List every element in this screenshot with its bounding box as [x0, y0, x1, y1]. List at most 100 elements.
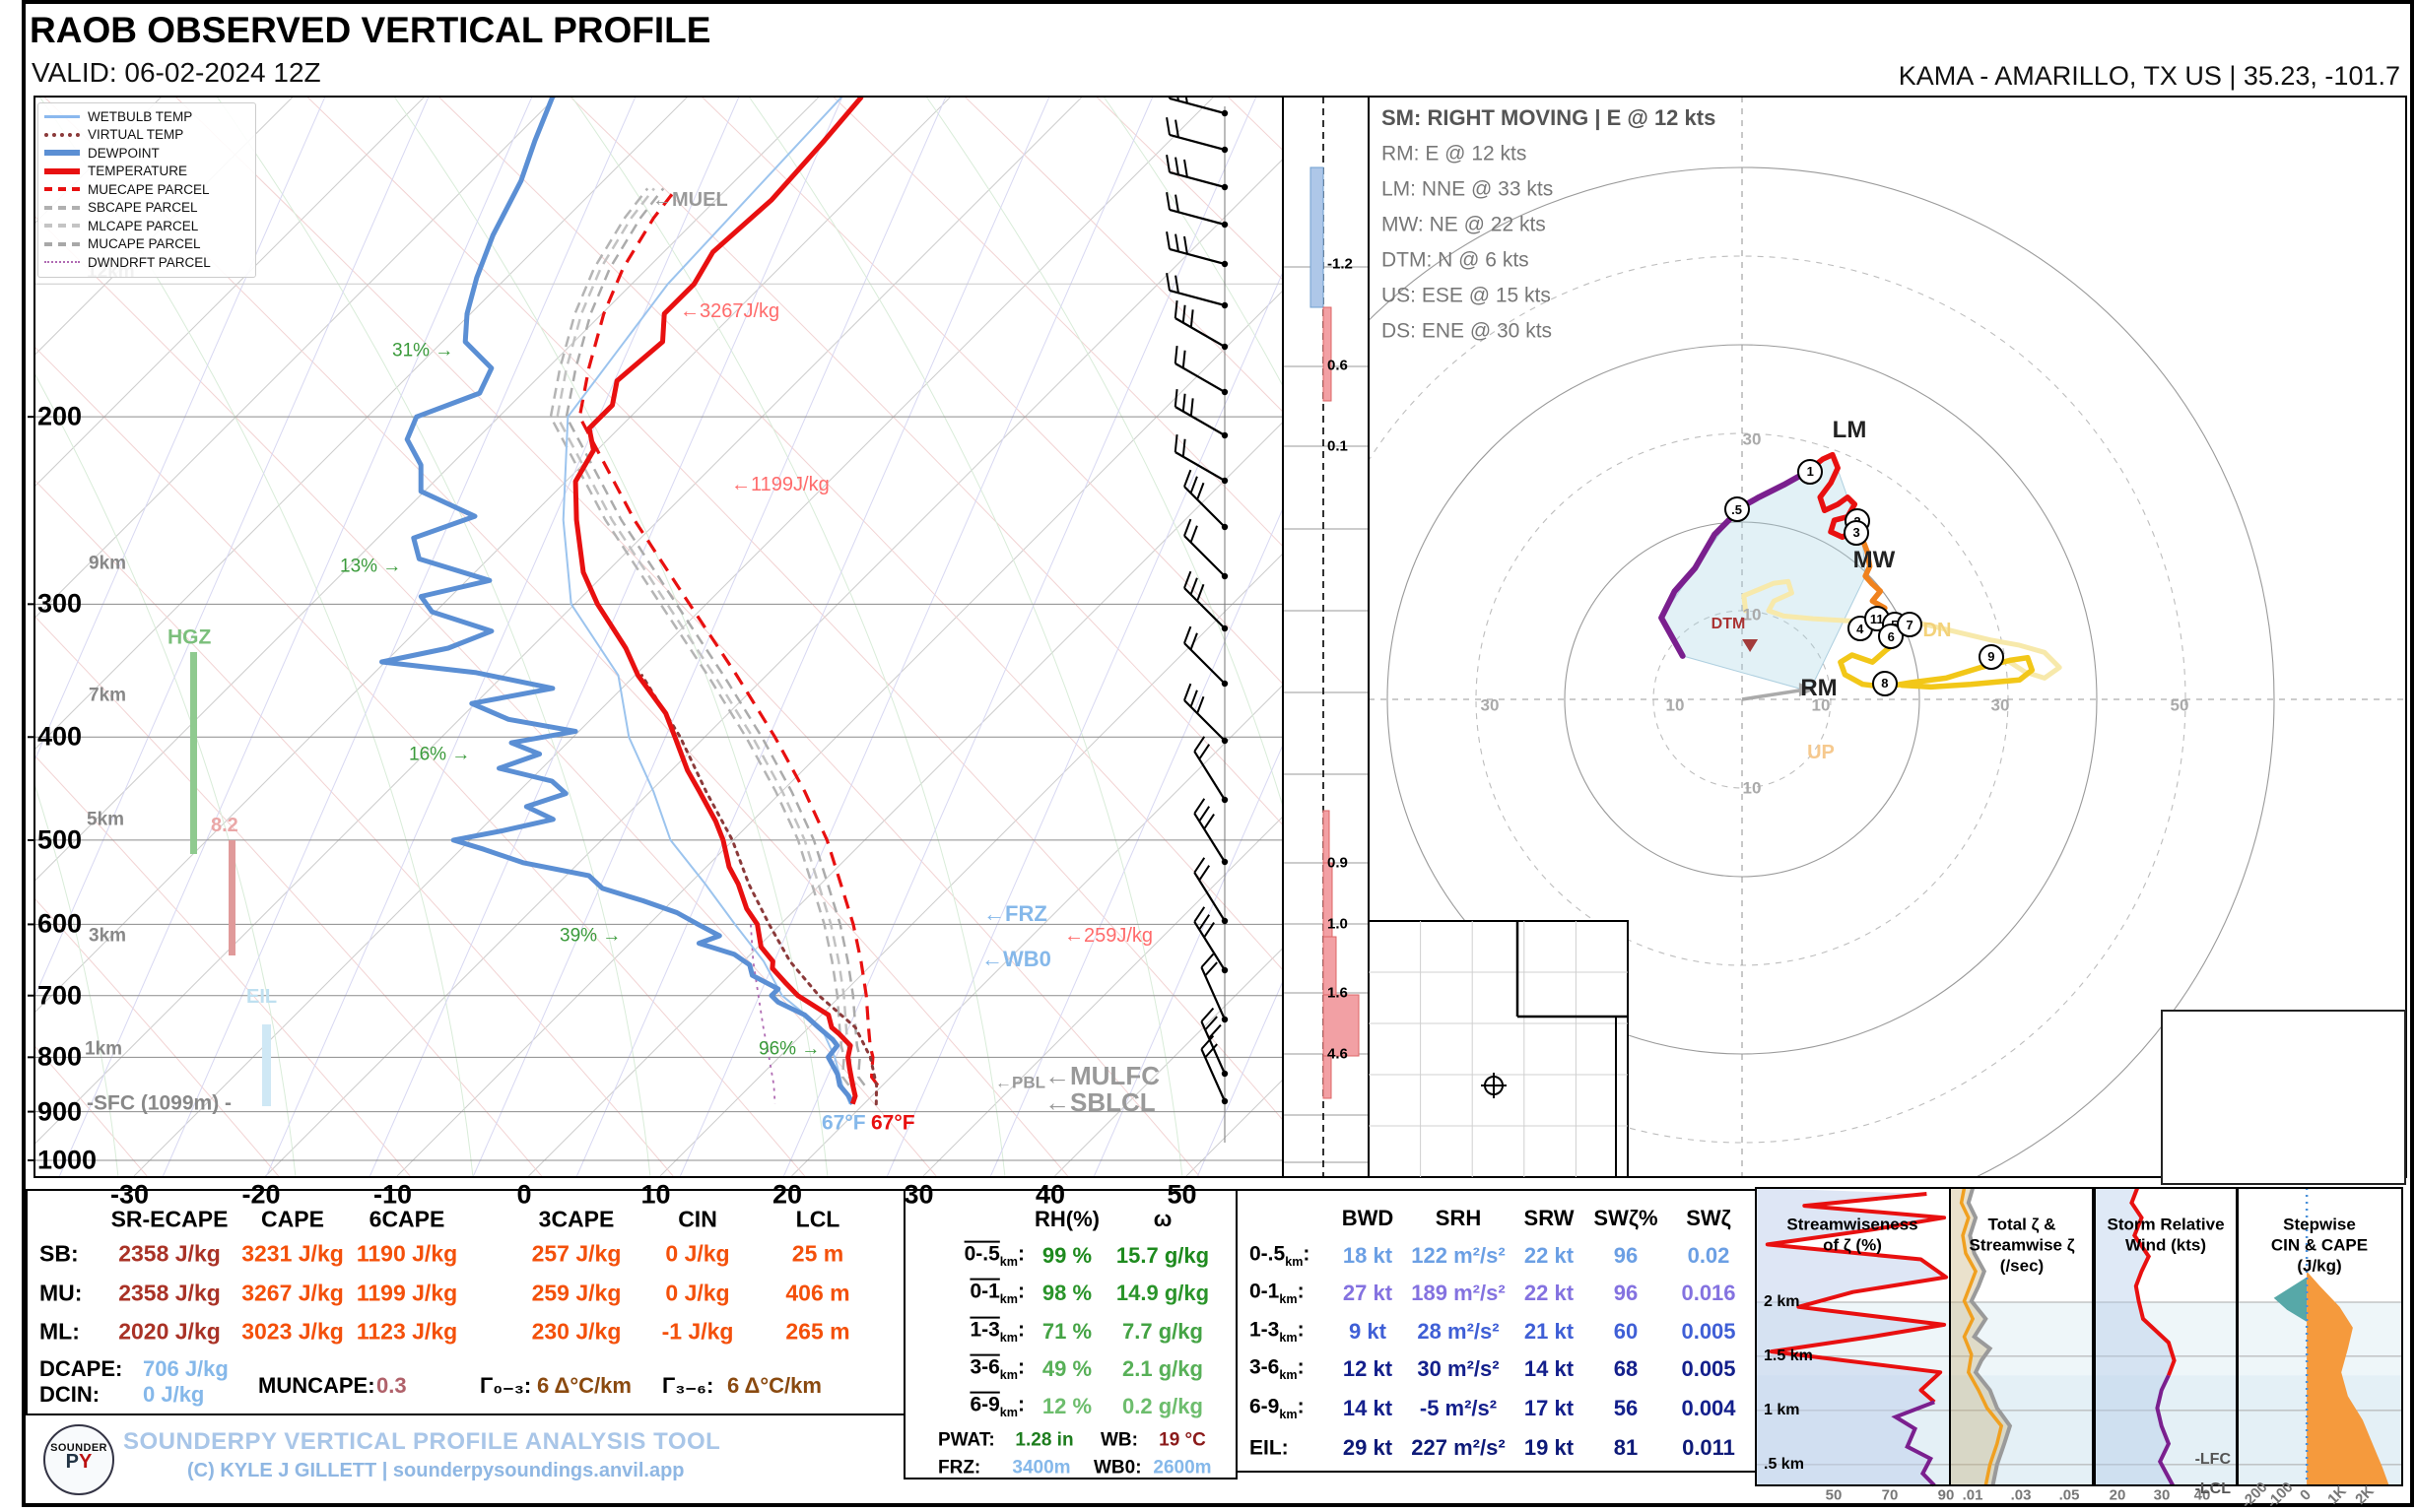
- skewt-annotation: 67°F: [871, 1111, 915, 1135]
- kin-value: 14 kt: [1342, 1396, 1393, 1420]
- hodograph-info-line: RM: E @ 12 kts: [1381, 142, 1527, 165]
- skewt-annotation: 5km: [87, 809, 125, 830]
- hodograph-height-marker: 7: [1897, 612, 1923, 638]
- kin-value: 17 kt: [1523, 1396, 1575, 1420]
- mini-panel-tick: 70: [1881, 1486, 1899, 1504]
- thermo-value: 3267 J/kg: [241, 1280, 344, 1306]
- legend-label: MUCAPE PARCEL: [88, 236, 201, 252]
- wb0-value: 2600m: [1153, 1457, 1212, 1479]
- kin-value: 30 m²/s²: [1417, 1356, 1500, 1381]
- hodograph-ring-label: 10: [1742, 778, 1762, 798]
- pressure-tick-label: 900: [37, 1096, 83, 1127]
- legend-label: TEMPERATURE: [88, 164, 188, 179]
- skewt-annotation: 7km: [89, 685, 127, 706]
- kin-value: 0.016: [1681, 1281, 1736, 1305]
- gamma36-label: Γ₃₋₆:: [662, 1373, 714, 1398]
- legend-label: VIRTUAL TEMP: [88, 127, 184, 143]
- mini-panel-height-label: .5 km: [1764, 1456, 1804, 1473]
- hodograph-ring-label: 10: [1811, 695, 1831, 715]
- pressure-tick-label: 200: [37, 401, 83, 431]
- kin-value: 0.011: [1682, 1435, 1735, 1460]
- kin-value: 27 kt: [1342, 1281, 1393, 1305]
- mixing-ratio-value: 15.7 g/kg: [1115, 1243, 1210, 1268]
- rh-row-label: 3-6km:: [970, 1355, 1025, 1382]
- pressure-tick-label: 600: [37, 908, 83, 939]
- lfc-label: -LFC: [2194, 1451, 2231, 1468]
- wb0-label: WB0:: [1094, 1457, 1142, 1479]
- mini-panel-title: Total ζ &: [1987, 1215, 2056, 1234]
- kin-value: 22 kt: [1523, 1243, 1575, 1268]
- dcin-value: 0 J/kg: [143, 1382, 205, 1407]
- kin-row-label: 6-9km:: [1249, 1395, 1305, 1421]
- kin-row-label: 0-1km:: [1249, 1280, 1305, 1306]
- thermo-value: 2020 J/kg: [118, 1318, 221, 1345]
- hodograph-point-label: DN: [1922, 620, 1952, 641]
- footer-tool-name: SOUNDERPY VERTICAL PROFILE ANALYSIS TOOL: [123, 1428, 721, 1455]
- thermo-value: 0 J/kg: [665, 1280, 730, 1306]
- omega-value-label: -1.2: [1327, 255, 1353, 273]
- legend-swatch-thick: [44, 150, 80, 157]
- mixing-ratio-value: 7.7 g/kg: [1122, 1319, 1203, 1344]
- gamma36-value: 6 Δ°C/km: [727, 1373, 822, 1398]
- sounderpy-logo: SOUNDER PY: [43, 1424, 114, 1495]
- skewt-annotation: ←3267J/kg: [680, 300, 780, 322]
- hodograph-ring-label: 50: [2170, 695, 2189, 715]
- legend-label: DWNDRFT PARCEL: [88, 254, 211, 270]
- mini-panel-title: of ζ (%): [1823, 1235, 1882, 1255]
- kin-value: 60: [1613, 1319, 1639, 1344]
- rh-header: RH(%): [1035, 1207, 1100, 1231]
- thermo-value: 1190 J/kg: [356, 1240, 458, 1267]
- hodograph-ring-label: 10: [1742, 605, 1762, 625]
- srh-bwd-summary-box: [2161, 1010, 2406, 1185]
- rh-row-label: 0-1km:: [970, 1280, 1025, 1306]
- mini-panel-title: Streamwise ζ: [1969, 1235, 2075, 1255]
- hodograph-point-label: LM: [1832, 417, 1867, 443]
- omega-value-label: 0.6: [1327, 357, 1348, 374]
- hodograph-height-marker: 1: [1797, 458, 1824, 485]
- thermo-value: 25 m: [791, 1240, 844, 1267]
- kin-value: 0.02: [1687, 1243, 1730, 1268]
- legend-swatch-dotthin: [44, 261, 80, 264]
- rh-value: 12 %: [1041, 1394, 1093, 1418]
- kin-value: -5 m²/s²: [1419, 1396, 1498, 1420]
- mini-panel-title: (/sec): [1999, 1256, 2045, 1276]
- thermo-value: 0 J/kg: [665, 1240, 730, 1267]
- hodograph-ring-label: 30: [1990, 695, 2010, 715]
- hodograph-height-marker: .5: [1723, 496, 1750, 523]
- legend-swatch-dashed: [44, 205, 80, 210]
- thermo-row-label: MU:: [39, 1280, 83, 1306]
- kin-row-label: 3-6km:: [1249, 1355, 1305, 1382]
- hodograph-info-line: SM: RIGHT MOVING | E @ 12 kts: [1381, 105, 1716, 130]
- kin-value: 29 kt: [1342, 1435, 1393, 1460]
- thermo-col-header: LCL: [795, 1206, 840, 1232]
- skewt-annotation: ←SBLCL: [1044, 1087, 1156, 1117]
- hodograph-info-line: LM: NNE @ 33 kts: [1381, 177, 1554, 201]
- thermo-col-header: 3CAPE: [538, 1206, 615, 1232]
- omega-value-label: 0.1: [1327, 437, 1348, 455]
- kin-value: 22 kt: [1523, 1281, 1575, 1305]
- thermo-value: 3023 J/kg: [241, 1318, 344, 1345]
- logo-text-bottom: PY: [65, 1451, 93, 1473]
- omega-header: ω: [1153, 1207, 1173, 1231]
- hodograph-point-label: DTM: [1711, 616, 1746, 632]
- mixing-ratio-value: 14.9 g/kg: [1115, 1281, 1210, 1305]
- pwat-label: PWAT:: [938, 1429, 995, 1451]
- hodograph-ring-label: 30: [1480, 695, 1500, 715]
- legend-label: DEWPOINT: [88, 145, 160, 161]
- mini-panel-tick: 40: [2193, 1486, 2211, 1504]
- thermo-col-header: SR-ECAPE: [110, 1206, 229, 1232]
- gamma03-label: Γ₀₋₃:: [480, 1373, 532, 1398]
- skewt-legend: WETBULB TEMP VIRTUAL TEMP DEWPOINT TEMPERAT…: [37, 102, 256, 278]
- legend-label: MLCAPE PARCEL: [88, 218, 199, 233]
- thermo-col-header: 6CAPE: [369, 1206, 445, 1232]
- skewt-annotation: 8.2: [211, 815, 238, 836]
- skewt-annotation: ←MUEL: [652, 189, 728, 211]
- mixing-ratio-value: 0.2 g/kg: [1122, 1394, 1203, 1418]
- legend-swatch-dashed: [44, 224, 80, 229]
- pressure-tick-label: 700: [37, 980, 83, 1011]
- mini-panel-title: CIN & CAPE: [2270, 1235, 2369, 1255]
- kin-value: 96: [1613, 1243, 1639, 1268]
- kin-value: 81: [1613, 1435, 1639, 1460]
- thermo-value: 1199 J/kg: [356, 1280, 458, 1306]
- pressure-tick-label: 400: [37, 721, 83, 752]
